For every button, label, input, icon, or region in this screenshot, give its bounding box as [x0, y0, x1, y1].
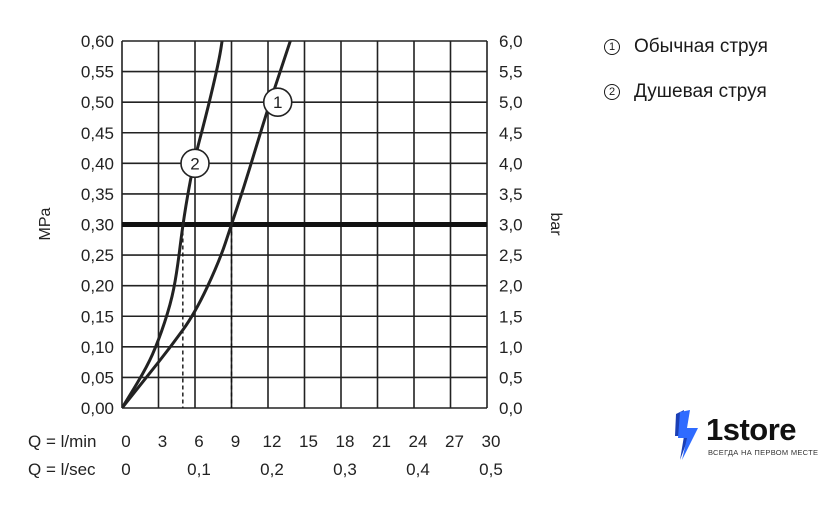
- legend: 1 Обычная струя 2 Душевая струя: [604, 34, 768, 124]
- legend-label-1: Обычная струя: [634, 35, 768, 57]
- legend-item-1: 1 Обычная струя: [604, 34, 768, 59]
- x-tick-label-lsec: 0,2: [260, 460, 284, 479]
- x-tick-label-lsec: 0: [121, 460, 130, 479]
- left-tick-label: 0,40: [81, 154, 114, 173]
- x-tick-label-lsec: 0,3: [333, 460, 357, 479]
- left-tick-label: 0,60: [81, 32, 114, 51]
- x-tick-label-lmin: 21: [372, 432, 391, 451]
- left-tick-label: 0,30: [81, 216, 114, 235]
- curve-marker-label-2: 2: [190, 154, 199, 173]
- right-tick-label: 3,0: [499, 216, 523, 235]
- lightning-bolt-icon: [675, 410, 698, 460]
- legend-number-2: 2: [604, 83, 620, 100]
- x-tick-label-lsec: 0,4: [406, 460, 430, 479]
- x-tick-label-lmin: 24: [409, 432, 428, 451]
- x-tick-label-lmin: 6: [194, 432, 203, 451]
- flow-curve-2: [122, 41, 224, 408]
- store-logo: 1store ВСЕГДА НА ПЕРВОМ МЕСТЕ: [672, 410, 822, 466]
- right-tick-label: 4,0: [499, 154, 523, 173]
- x-tick-label-lmin: 9: [231, 432, 240, 451]
- left-tick-label: 0,55: [81, 63, 114, 82]
- x-tick-label-lmin: 18: [336, 432, 355, 451]
- legend-label-2: Душевая струя: [634, 80, 767, 102]
- curve-marker-label-1: 1: [273, 93, 282, 112]
- left-tick-label: 0,45: [81, 124, 114, 143]
- right-tick-label: 5,5: [499, 63, 523, 82]
- x-tick-label-lmin: 15: [299, 432, 318, 451]
- left-axis-label: MPa: [37, 207, 54, 240]
- right-tick-label: 0,5: [499, 368, 523, 387]
- x-axis-lsec-label: Q = l/sec: [28, 460, 96, 479]
- x-tick-label-lmin: 12: [263, 432, 282, 451]
- logo-wordmark: 1store: [706, 412, 797, 447]
- left-tick-label: 0,25: [81, 246, 114, 265]
- right-axis-label: bar: [547, 212, 564, 236]
- x-tick-label-lmin: 30: [482, 432, 501, 451]
- legend-item-2: 2 Душевая струя: [604, 79, 768, 104]
- right-tick-label: 1,5: [499, 307, 523, 326]
- left-tick-label: 0,35: [81, 185, 114, 204]
- legend-number-1: 1: [604, 38, 620, 55]
- right-tick-label: 3,5: [499, 185, 523, 204]
- right-tick-label: 2,0: [499, 277, 523, 296]
- left-tick-label: 0,10: [81, 338, 114, 357]
- curve-marker-circle-1: [262, 87, 293, 117]
- right-tick-label: 0,0: [499, 399, 523, 418]
- x-tick-label-lmin: 3: [158, 432, 167, 451]
- x-tick-label-lsec: 0,5: [479, 460, 503, 479]
- x-tick-label-lmin: 27: [445, 432, 464, 451]
- left-tick-label: 0,20: [81, 277, 114, 296]
- left-tick-label: 0,05: [81, 368, 114, 387]
- right-tick-label: 1,0: [499, 338, 523, 357]
- left-tick-label: 0,00: [81, 399, 114, 418]
- x-tick-label-lsec: 0,1: [187, 460, 211, 479]
- x-axis-lmin-label: Q = l/min: [28, 432, 97, 451]
- flow-curve-1: [122, 41, 292, 408]
- right-tick-label: 6,0: [499, 32, 523, 51]
- right-tick-label: 2,5: [499, 246, 523, 265]
- left-tick-label: 0,15: [81, 307, 114, 326]
- left-tick-label: 0,50: [81, 93, 114, 112]
- right-tick-label: 4,5: [499, 124, 523, 143]
- curve-marker-circle-2: [180, 148, 210, 179]
- right-tick-label: 5,0: [499, 93, 523, 112]
- x-tick-label-lmin: 0: [121, 432, 130, 451]
- logo-tagline: ВСЕГДА НА ПЕРВОМ МЕСТЕ: [708, 448, 819, 457]
